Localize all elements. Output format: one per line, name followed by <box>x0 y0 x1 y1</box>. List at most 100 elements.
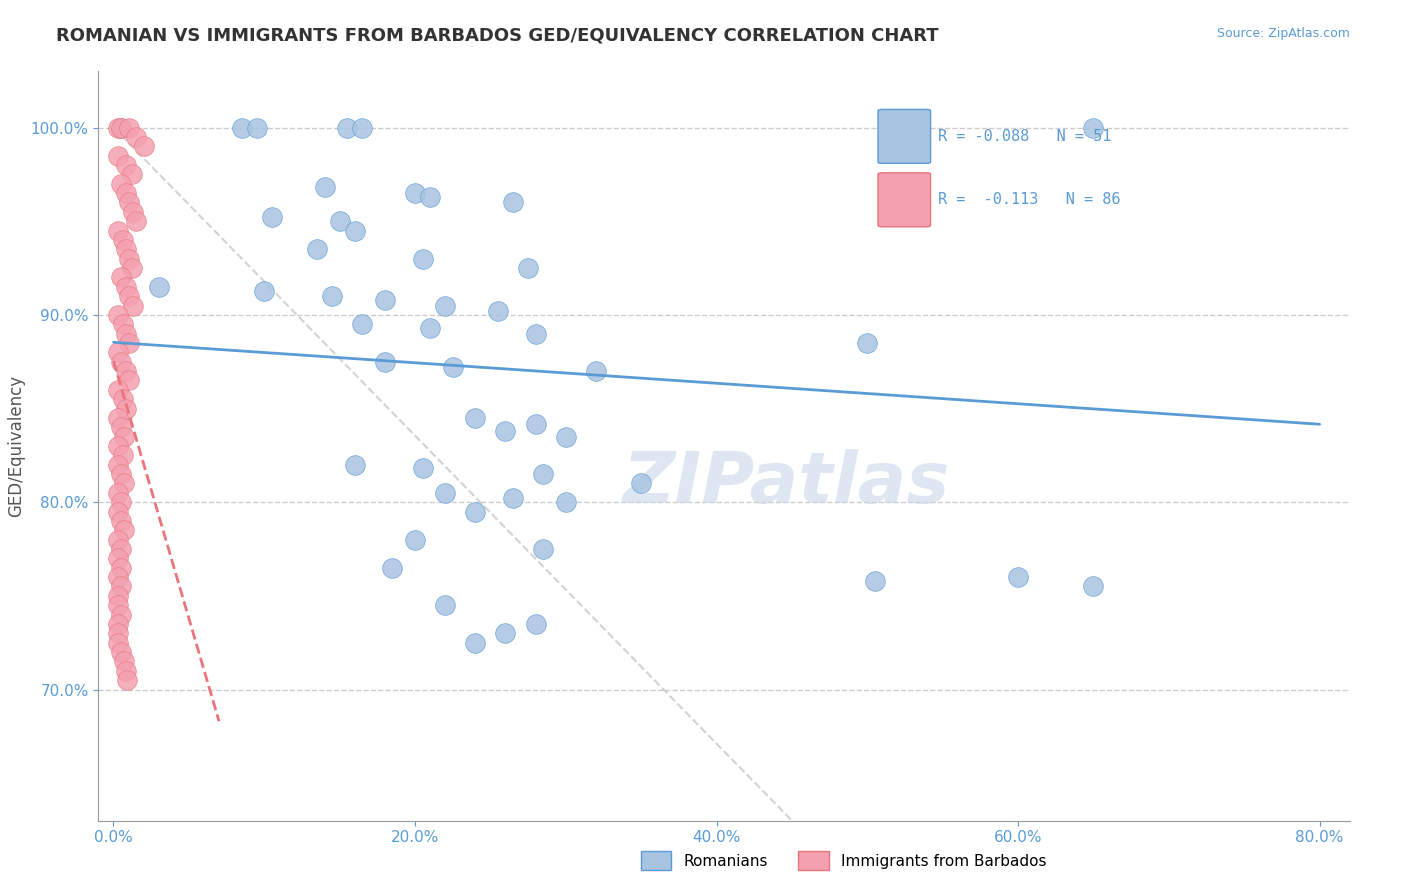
Point <box>419 321 441 335</box>
Point <box>374 293 396 307</box>
Point <box>554 430 576 444</box>
Point <box>107 570 129 584</box>
Text: ROMANIAN VS IMMIGRANTS FROM BARBADOS GED/EQUIVALENCY CORRELATION CHART: ROMANIAN VS IMMIGRANTS FROM BARBADOS GED… <box>56 27 939 45</box>
Point <box>121 168 143 182</box>
Point <box>434 599 457 613</box>
Point <box>107 410 129 425</box>
Point <box>336 120 359 135</box>
Point <box>231 120 253 135</box>
Point <box>110 645 132 659</box>
Point <box>464 636 486 650</box>
Point <box>114 401 136 416</box>
Point <box>114 186 136 201</box>
Point <box>107 383 129 397</box>
Point <box>107 120 129 135</box>
Point <box>517 261 540 276</box>
Point <box>107 505 129 519</box>
Point <box>148 280 170 294</box>
Point <box>381 561 404 575</box>
Point <box>132 139 155 153</box>
Point <box>110 177 132 191</box>
Point <box>856 336 879 351</box>
Point <box>107 345 129 359</box>
Point <box>321 289 343 303</box>
Point <box>486 304 509 318</box>
Point <box>115 673 138 688</box>
Text: ZIPatlas: ZIPatlas <box>623 449 950 518</box>
Point <box>117 195 139 210</box>
Point <box>110 355 132 369</box>
Point <box>107 626 129 640</box>
Point <box>1083 120 1105 135</box>
Point <box>122 205 145 219</box>
Point <box>260 211 283 225</box>
Point <box>314 180 336 194</box>
Point <box>107 439 129 453</box>
Point <box>502 491 524 506</box>
Point <box>114 158 136 172</box>
Point <box>305 243 328 257</box>
Point <box>412 252 434 266</box>
Point <box>107 533 129 547</box>
Point <box>122 299 145 313</box>
Point <box>112 476 135 491</box>
Point <box>114 280 136 294</box>
Point <box>110 542 132 557</box>
Point <box>114 243 136 257</box>
Point <box>464 505 486 519</box>
Point <box>117 289 139 303</box>
Point <box>419 190 441 204</box>
Point <box>117 120 139 135</box>
Point <box>1007 570 1029 584</box>
Point <box>111 392 134 407</box>
Point <box>125 214 148 228</box>
Point <box>117 336 139 351</box>
Point <box>110 514 132 528</box>
Point <box>111 318 134 332</box>
Point <box>495 424 517 438</box>
Point <box>107 308 129 322</box>
Point <box>117 252 139 266</box>
Point <box>343 224 366 238</box>
Y-axis label: GED/Equivalency: GED/Equivalency <box>7 375 25 517</box>
Point <box>524 326 547 341</box>
Point <box>107 589 129 603</box>
Point <box>117 374 139 388</box>
Point <box>110 607 132 622</box>
Point <box>114 664 136 678</box>
Point <box>110 120 132 135</box>
Point <box>524 617 547 632</box>
Point <box>524 417 547 431</box>
Point <box>112 430 135 444</box>
Point <box>352 120 374 135</box>
Legend: Romanians, Immigrants from Barbados: Romanians, Immigrants from Barbados <box>633 844 1054 878</box>
Point <box>111 233 134 247</box>
Point <box>404 186 426 201</box>
Point <box>253 284 276 298</box>
Point <box>630 476 652 491</box>
Point <box>107 224 129 238</box>
Point <box>110 270 132 285</box>
Point <box>112 655 135 669</box>
Point <box>502 195 524 210</box>
Point <box>110 561 132 575</box>
Point <box>531 542 554 557</box>
Point <box>107 149 129 163</box>
Point <box>412 461 434 475</box>
Point <box>110 580 132 594</box>
Point <box>110 495 132 509</box>
Point <box>343 458 366 472</box>
Point <box>110 420 132 434</box>
Point <box>114 326 136 341</box>
Point <box>107 486 129 500</box>
Point <box>434 486 457 500</box>
Point <box>110 467 132 482</box>
Point <box>125 130 148 145</box>
Point <box>107 599 129 613</box>
Point <box>121 261 143 276</box>
Point <box>112 524 135 538</box>
Point <box>352 318 374 332</box>
Text: Source: ZipAtlas.com: Source: ZipAtlas.com <box>1216 27 1350 40</box>
Point <box>329 214 352 228</box>
Point <box>554 495 576 509</box>
